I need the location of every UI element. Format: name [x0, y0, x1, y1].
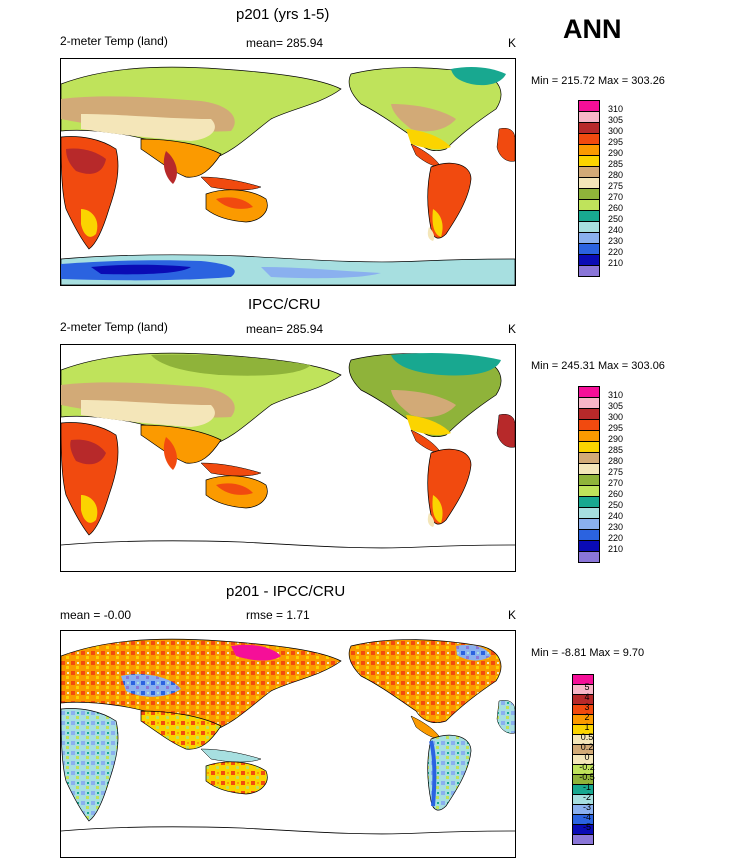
panel2-swatch [578, 551, 600, 563]
panel1-mean-label: mean= 285.94 [246, 36, 324, 50]
panel2-title: IPCC/CRU [248, 296, 321, 313]
panel3-tick-label: -0.5 [579, 772, 595, 782]
panel1-tick-label: 275 [608, 181, 624, 191]
panel1-minmax: Min = 215.72 Max = 303.26 [531, 75, 665, 87]
panel3-tick-label: 5 [584, 682, 590, 692]
panel1-tick-label: 280 [608, 170, 624, 180]
panel2-units: K [508, 322, 517, 336]
panel3-tick-label: -3 [582, 802, 591, 812]
panel2-map-svg [61, 352, 515, 549]
panel3-swatch [572, 834, 594, 845]
panel1-tick-label: 240 [608, 225, 624, 235]
panel2-mean-label: mean= 285.94 [246, 322, 324, 336]
panel1-tick-label: 230 [608, 236, 624, 246]
panel1-tick-label: 250 [608, 214, 624, 224]
panel1-tick-label: 310 [608, 104, 624, 114]
panel2-tick-label: 280 [608, 456, 624, 466]
panel3-tick-label: -0.2 [579, 762, 595, 772]
panel1-title: p201 (yrs 1-5) [236, 6, 330, 23]
panel3-units: K [508, 608, 517, 622]
panel2-tick-label: 285 [608, 445, 624, 455]
panel1-tick-label: 290 [608, 148, 624, 158]
panel2-tick-label: 260 [608, 489, 624, 499]
panel3-tick-label: -2 [582, 792, 591, 802]
panel2-minmax: Min = 245.31 Max = 303.06 [531, 360, 665, 372]
panel2-tick-label: 240 [608, 511, 624, 521]
panel1-units: K [508, 36, 517, 50]
panel1-tick-label: 260 [608, 203, 624, 213]
panel2-tick-label: 290 [608, 434, 624, 444]
panel2-tick-label: 305 [608, 401, 624, 411]
panel2-tick-label: 270 [608, 478, 624, 488]
panel3-tick-label: -5 [582, 822, 591, 832]
panel1-tick-label: 305 [608, 115, 624, 125]
panel1-map-svg [61, 66, 515, 285]
panel3-mean-label: mean = -0.00 [60, 608, 132, 622]
panel3-tick-label: -4 [582, 812, 591, 822]
panel3-rmse-label: rmse = 1.71 [246, 608, 310, 622]
panel3-title: p201 - IPCC/CRU [226, 583, 346, 600]
panel3-map [60, 630, 516, 858]
panel3-tick-label: 2 [584, 712, 590, 722]
panel3-tick-label: 0.2 [580, 742, 594, 752]
panel2-map [60, 344, 516, 572]
panel2-tick-label: 230 [608, 522, 624, 532]
panel1-tick-label: 300 [608, 126, 624, 136]
panel1-tick-label: 295 [608, 137, 624, 147]
panel1-tick-label: 220 [608, 247, 624, 257]
panel2-tick-label: 210 [608, 544, 624, 554]
panel2-tick-label: 310 [608, 390, 624, 400]
panel1-tick-label: 270 [608, 192, 624, 202]
panel2-variable-label: 2-meter Temp (land) [60, 320, 168, 334]
season-label: ANN [563, 14, 622, 44]
panel3-minmax: Min = -8.81 Max = 9.70 [531, 647, 645, 659]
panel3-tick-label: 1 [584, 722, 590, 732]
panel1-swatch [578, 265, 600, 277]
panel1-tick-label: 285 [608, 159, 624, 169]
panel3-map-svg [61, 638, 515, 835]
panel1-map [60, 58, 516, 286]
panel3-tick-label: 0 [584, 752, 590, 762]
panel3-colorbar: 5 4 3 2 1 0.5 0.2 0 -0.2 -0.5 -1 -2 -3 -… [572, 674, 632, 860]
panel3-tick-label: 0.5 [580, 732, 594, 742]
panel2-colorbar: 310 305 300 295 290 285 280 275 270 260 … [578, 386, 638, 572]
panel2-tick-label: 275 [608, 467, 624, 477]
panel3-tick-label: -1 [582, 782, 591, 792]
panel3-tick-label: 4 [584, 692, 590, 702]
panel2-tick-label: 300 [608, 412, 624, 422]
panel1-tick-label: 210 [608, 258, 624, 268]
panel1-colorbar: 310 305 300 295 290 285 280 275 270 260 … [578, 100, 638, 286]
panel2-tick-label: 220 [608, 533, 624, 543]
panel2-tick-label: 250 [608, 500, 624, 510]
panel1-variable-label: 2-meter Temp (land) [60, 34, 168, 48]
panel3-tick-label: 3 [584, 702, 590, 712]
panel2-tick-label: 295 [608, 423, 624, 433]
